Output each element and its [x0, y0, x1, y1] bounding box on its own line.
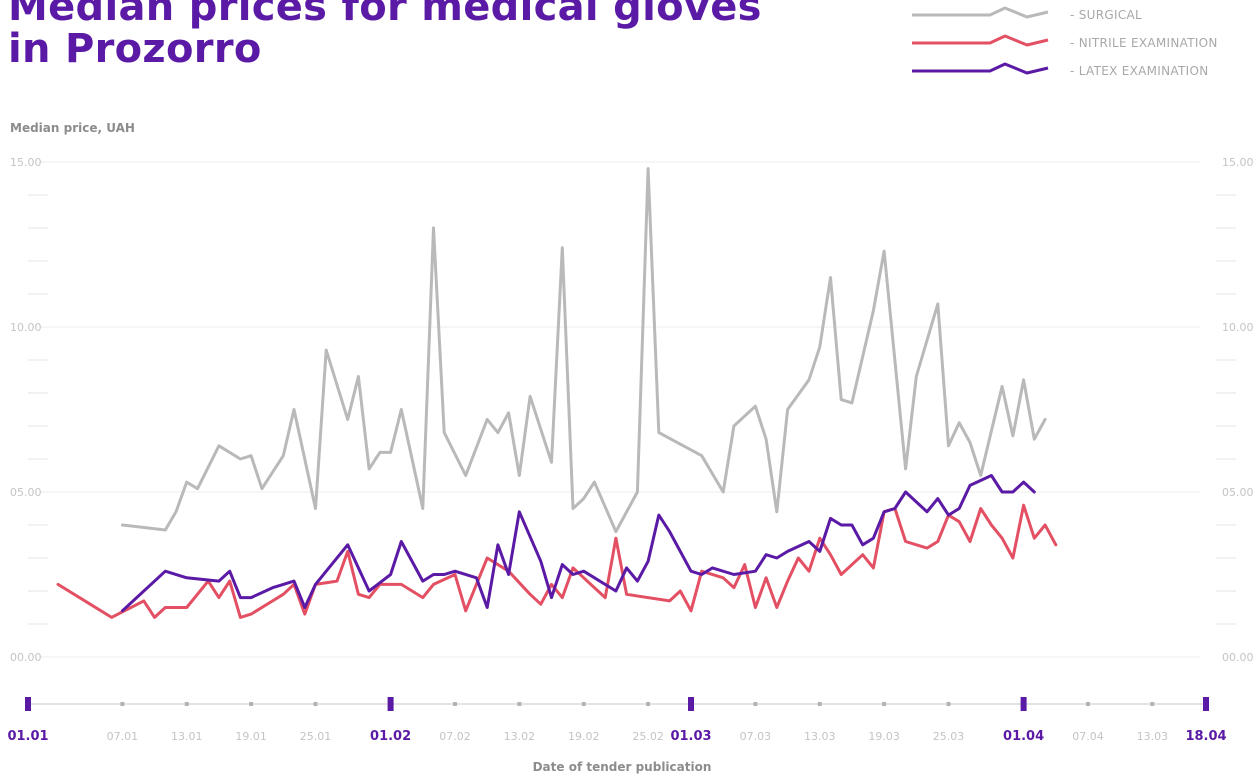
x-tick-mark-major: [1020, 697, 1027, 711]
x-tick-mark: [646, 702, 651, 706]
x-tick-label: 19.03: [868, 730, 900, 743]
x-axis-title: Date of tender publication: [533, 760, 712, 774]
x-tick-label: 19.01: [235, 730, 267, 743]
x-tick-mark-major: [387, 697, 394, 711]
x-tick-mark-major: [1203, 697, 1209, 711]
y-tick-label-left: 15.00: [10, 156, 42, 169]
legend-swatch-0: [912, 6, 1049, 19]
x-tick-mark: [1150, 702, 1155, 706]
y-axis-ticks: 15.00 15.00 10.00 10.00 05.00 05.00 00.00 00.00: [10, 156, 1254, 664]
x-axis: 01.01 07.01 13.01 19.01 25.01 01.02 07.02 13.02…: [7, 697, 1227, 744]
series-line-0: [120, 167, 1047, 534]
x-tick-label: 13.03: [804, 730, 836, 743]
series-line-1: [56, 503, 1058, 619]
x-tick-label: 01.03: [670, 729, 711, 744]
x-tick-label: 07.03: [740, 730, 772, 743]
y-tick-label-right: 05.00: [1222, 486, 1254, 499]
x-tick-mark: [517, 702, 522, 706]
x-tick-mark-major: [688, 697, 695, 711]
x-tick-mark: [1085, 702, 1090, 706]
y-tick-label-left: 05.00: [10, 486, 42, 499]
x-tick-label: 25.02: [632, 730, 664, 743]
legend-swatch-2: [912, 62, 1049, 75]
y-axis-label: Median price, UAH: [10, 121, 135, 135]
x-tick-label: 07.01: [107, 730, 139, 743]
x-tick-mark: [581, 702, 586, 706]
y-tick-label-left: 10.00: [10, 321, 42, 334]
legend-label-0: - SURGICAL: [1070, 8, 1142, 22]
x-tick-mark: [249, 702, 254, 706]
x-tick-mark: [817, 702, 822, 706]
chart-title-line-2: in Prozorro: [8, 26, 262, 72]
legend-swatch-1: [912, 34, 1049, 47]
x-tick-label: 13.02: [504, 730, 536, 743]
x-tick-label: 18.04: [1185, 729, 1226, 744]
x-tick-label: 01.01: [7, 729, 48, 744]
x-tick-mark-major: [25, 697, 31, 711]
y-tick-label-right: 15.00: [1222, 156, 1254, 169]
y-tick-label-right: 00.00: [1222, 651, 1254, 664]
x-tick-mark: [753, 702, 758, 706]
y-tick-label-right: 10.00: [1222, 321, 1254, 334]
x-tick-label: 13.01: [171, 730, 203, 743]
series-lines: [56, 167, 1058, 619]
x-tick-label: 07.02: [439, 730, 471, 743]
x-tick-mark: [452, 702, 457, 706]
x-tick-label: 01.04: [1003, 729, 1044, 744]
x-tick-mark: [882, 702, 887, 706]
legend: - SURGICAL - NITRILE EXAMINATION - LATEX E…: [912, 6, 1218, 78]
x-tick-label: 19.02: [568, 730, 600, 743]
x-tick-label: 01.02: [370, 729, 411, 744]
legend-label-2: - LATEX EXAMINATION: [1070, 64, 1208, 78]
x-tick-mark: [120, 702, 125, 706]
x-tick-label: 25.01: [300, 730, 332, 743]
x-tick-mark: [313, 702, 318, 706]
x-tick-label: 07.04: [1072, 730, 1104, 743]
legend-label-1: - NITRILE EXAMINATION: [1070, 36, 1218, 50]
series-line-2: [120, 474, 1036, 613]
x-tick-label: 25.03: [933, 730, 965, 743]
y-tick-label-left: 00.00: [10, 651, 42, 664]
x-tick-label: 13.03: [1137, 730, 1169, 743]
x-tick-mark: [184, 702, 189, 706]
chart-title-line-1: Median prices for medical gloves: [8, 0, 762, 30]
chart-title: Median prices for medical gloves in Proz…: [8, 0, 762, 70]
x-tick-mark: [946, 702, 951, 706]
